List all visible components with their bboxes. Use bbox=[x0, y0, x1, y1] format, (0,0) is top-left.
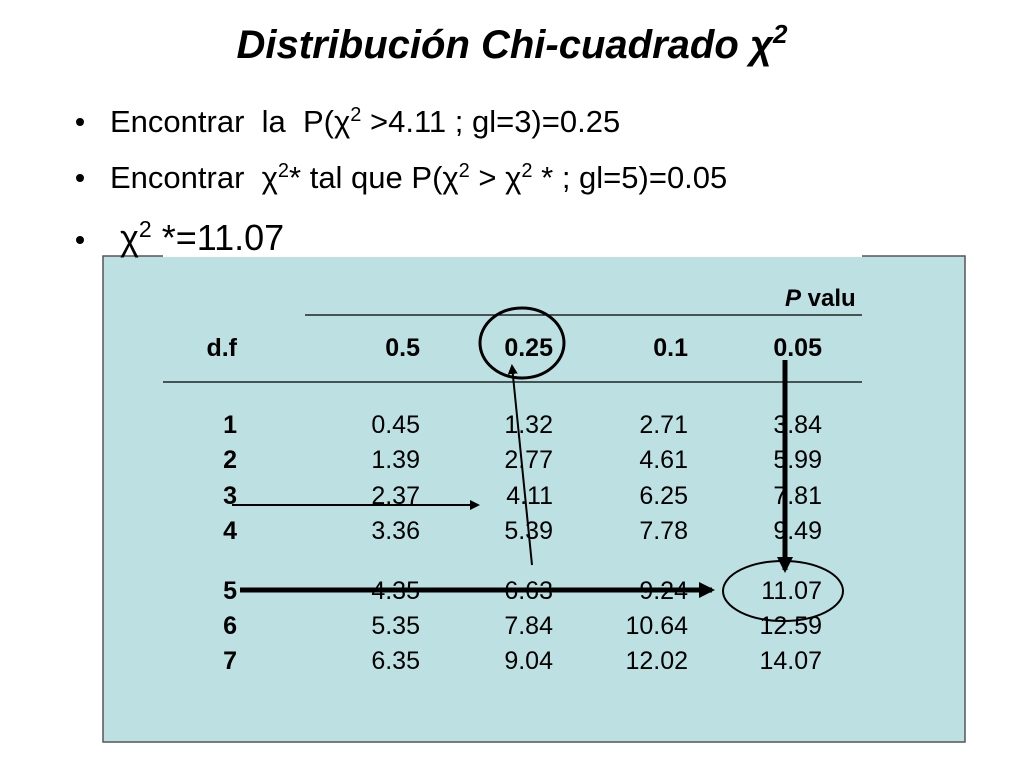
bullet-text: Encontrar χ2* tal que P(χ2 > χ2 * ; gl=5… bbox=[110, 160, 727, 195]
text-part: 2 bbox=[139, 216, 152, 242]
text-part: 2 bbox=[772, 19, 788, 49]
cell: 11.07 bbox=[761, 577, 822, 605]
circle bbox=[478, 306, 566, 380]
row-header: 7 bbox=[223, 647, 237, 675]
text-part: Encontrar χ bbox=[110, 160, 278, 195]
cell: 4.61 bbox=[639, 446, 688, 474]
column-header: 0.5 bbox=[385, 334, 420, 362]
text-part: 2 bbox=[350, 104, 361, 126]
cell: 5.35 bbox=[371, 612, 420, 640]
cell: 6.35 bbox=[371, 647, 420, 675]
cell: 14.07 bbox=[759, 647, 822, 675]
text-part: Distribución Chi-cuadrado χ bbox=[237, 23, 775, 67]
cell: 3.36 bbox=[371, 517, 420, 545]
row-header: 2 bbox=[223, 446, 237, 474]
row-header: 6 bbox=[223, 612, 237, 640]
text-part: 2 bbox=[459, 160, 470, 182]
row-header: 1 bbox=[223, 411, 237, 439]
bullet-dot bbox=[76, 174, 84, 182]
column-header: d.f bbox=[206, 334, 237, 362]
cell: 1.32 bbox=[504, 411, 553, 439]
group-header: P valu bbox=[785, 285, 856, 312]
text-part: * tal que P(χ bbox=[289, 160, 459, 195]
text-part: Encontrar la P(χ bbox=[110, 104, 350, 139]
cell: 9.04 bbox=[504, 647, 553, 675]
text-part: * ; gl=5)=0.05 bbox=[533, 160, 728, 195]
text-part: 2 bbox=[278, 160, 289, 182]
cell: 2.71 bbox=[639, 411, 688, 439]
cell: 6.25 bbox=[639, 482, 688, 510]
arrow bbox=[507, 364, 533, 566]
cell: 3.84 bbox=[773, 411, 822, 439]
cell: 7.81 bbox=[773, 482, 822, 510]
text-part: *=11.07 bbox=[152, 217, 284, 258]
bullet-text: Encontrar la P(χ2 >4.11 ; gl=3)=0.25 bbox=[110, 104, 620, 139]
text-part: >4.11 ; gl=3)=0.25 bbox=[361, 104, 620, 139]
cell: 5.99 bbox=[773, 446, 822, 474]
column-header: 0.1 bbox=[653, 334, 688, 362]
row-header: 3 bbox=[223, 482, 237, 510]
cell: 1.39 bbox=[371, 446, 420, 474]
table-box bbox=[102, 255, 966, 743]
bullet-text: χ2 *=11.07 bbox=[110, 216, 284, 258]
text-part: > χ bbox=[470, 160, 522, 195]
text-part: 2 bbox=[521, 160, 532, 182]
bullet-dot bbox=[76, 236, 84, 244]
cell: 7.84 bbox=[504, 612, 553, 640]
title: Distribución Chi-cuadrado χ2 bbox=[237, 19, 788, 67]
cell: 9.49 bbox=[773, 517, 822, 545]
column-header: 0.25 bbox=[504, 334, 553, 362]
cell: 12.02 bbox=[625, 647, 688, 675]
bullet-dot bbox=[76, 118, 84, 126]
row-header: 5 bbox=[223, 577, 237, 605]
row-header: 4 bbox=[223, 517, 237, 545]
cell: 4.11 bbox=[506, 482, 553, 510]
column-header: 0.05 bbox=[773, 334, 822, 362]
cell: 0.45 bbox=[371, 411, 420, 439]
annotations bbox=[232, 306, 844, 622]
cell: 2.77 bbox=[504, 446, 553, 474]
cell: 10.64 bbox=[625, 612, 688, 640]
text-part: χ bbox=[110, 217, 139, 258]
cell: 7.78 bbox=[639, 517, 688, 545]
